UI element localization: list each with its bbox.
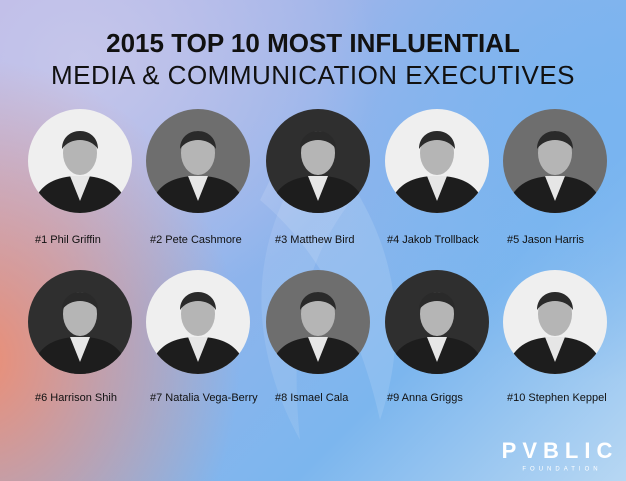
hair: [419, 131, 455, 149]
logo-subtitle: FOUNDATION: [522, 467, 601, 473]
face: [538, 292, 572, 336]
hair: [62, 292, 98, 310]
person-label: #2 Pete Cashmore: [150, 234, 242, 246]
title: 2015 TOP 10 MOST INFLUENTIAL: [106, 28, 520, 58]
hair: [300, 131, 336, 149]
collar: [70, 176, 90, 201]
hair: [180, 131, 216, 149]
portrait: [503, 109, 607, 213]
collar: [308, 337, 328, 362]
person-label: #9 Anna Griggs: [387, 392, 463, 404]
collar: [308, 176, 328, 201]
portrait: [146, 270, 250, 374]
portrait: [28, 109, 132, 213]
portrait: [385, 270, 489, 374]
person-label: #4 Jakob Trollback: [387, 234, 479, 246]
collar: [188, 337, 208, 362]
hair: [180, 292, 216, 310]
face: [181, 292, 215, 336]
face: [63, 131, 97, 175]
collar: [427, 176, 447, 201]
portrait: [503, 270, 607, 374]
person-label: #5 Jason Harris: [507, 234, 585, 246]
face: [63, 292, 97, 336]
face: [181, 131, 215, 175]
subtitle: MEDIA & COMMUNICATION EXECUTIVES: [51, 60, 575, 90]
hair: [537, 292, 573, 310]
person-label: #1 Phil Griffin: [35, 234, 101, 246]
logo-name: PVBLIC: [502, 438, 619, 463]
hair: [537, 131, 573, 149]
hair: [300, 292, 336, 310]
person-label: #8 Ismael Cala: [275, 392, 349, 404]
collar: [545, 176, 565, 201]
collar: [545, 337, 565, 362]
portrait: [146, 109, 250, 213]
person-label: #6 Harrison Shih: [35, 392, 117, 404]
face: [420, 131, 454, 175]
portrait: [266, 270, 370, 374]
face: [420, 292, 454, 336]
collar: [188, 176, 208, 201]
hair: [62, 131, 98, 149]
face: [301, 292, 335, 336]
face: [301, 131, 335, 175]
portrait: [385, 109, 489, 213]
person-label: #3 Matthew Bird: [275, 234, 354, 246]
portrait: [266, 109, 370, 213]
portrait: [28, 270, 132, 374]
person-label: #7 Natalia Vega-Berry: [150, 392, 258, 404]
face: [538, 131, 572, 175]
person-label: #10 Stephen Keppel: [507, 392, 607, 404]
hair: [419, 292, 455, 310]
collar: [70, 337, 90, 362]
collar: [427, 337, 447, 362]
